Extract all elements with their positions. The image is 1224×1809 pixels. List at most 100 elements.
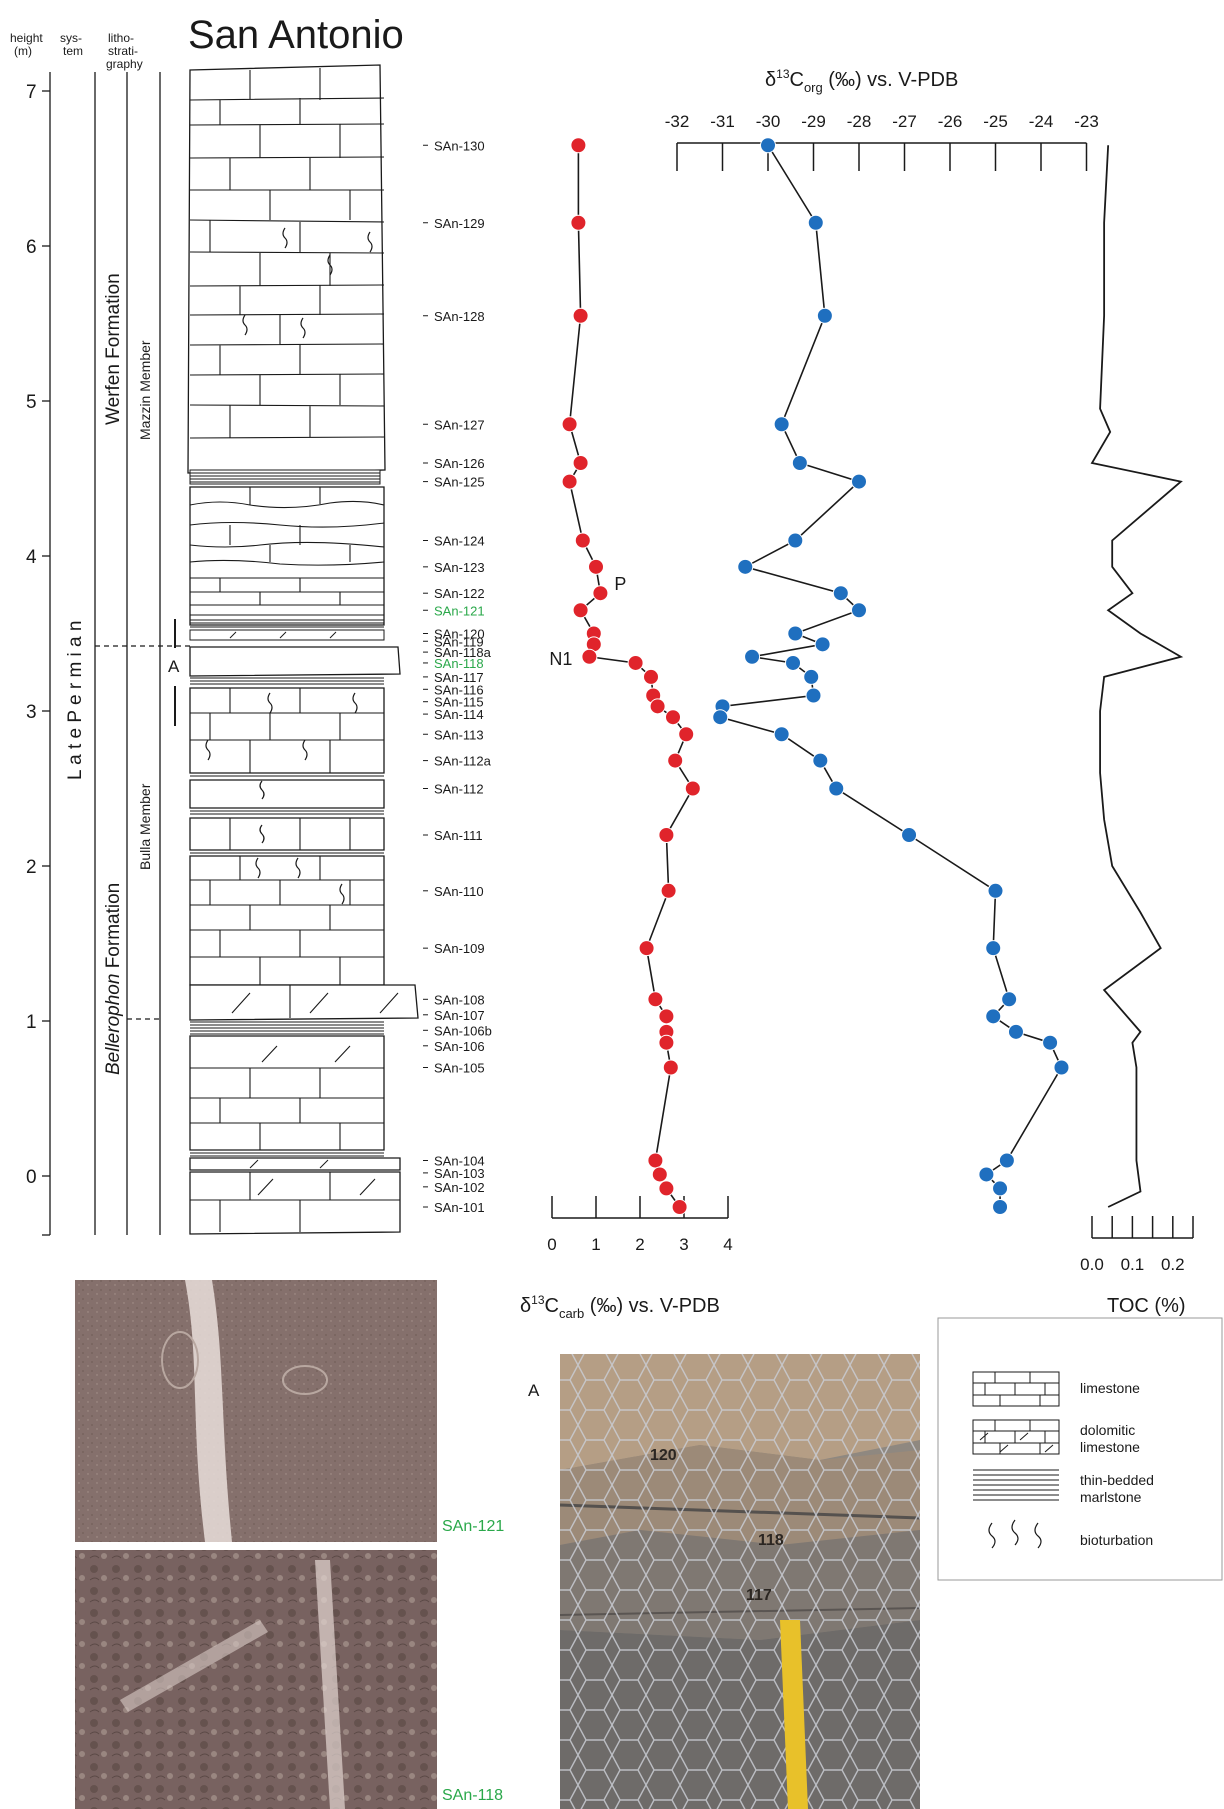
legend-label-limestone: limestone <box>1080 1380 1140 1396</box>
measuring-tape <box>780 1620 808 1809</box>
sample-label: SAn-113 <box>434 727 484 742</box>
carb-point <box>643 668 659 685</box>
toc-axis-title: TOC (%) <box>1107 1295 1186 1317</box>
org-point <box>737 558 754 575</box>
org-point <box>773 726 790 743</box>
carb-axis-title: δ13Ccarb (‰) vs. V-PDB <box>520 1293 720 1321</box>
org-tick-label: -23 <box>1074 112 1099 131</box>
carb-tick-label: 3 <box>679 1235 688 1254</box>
outcrop-bed-117: 117 <box>746 1587 772 1604</box>
sample-label: SAn-108 <box>434 992 485 1007</box>
carb-tick-label: 1 <box>591 1235 600 1254</box>
org-tick-label: -26 <box>938 112 963 131</box>
sample-label: SAn-121 <box>434 603 485 618</box>
header-litho-3: graphy <box>106 57 143 71</box>
bedding-lines-e <box>190 1067 384 1150</box>
dolomite-marks <box>231 985 399 1018</box>
height-tick-label: 3 <box>26 702 37 723</box>
org-series-line <box>719 144 1063 1207</box>
org-tick-label: -24 <box>1029 112 1054 131</box>
carb-point <box>647 991 664 1008</box>
org-tick-label: -25 <box>983 112 1008 131</box>
sample-label: SAn-115 <box>434 695 484 710</box>
limestone-symbol <box>972 1371 1060 1407</box>
legend-label-dolomitic-1: dolomitic <box>1080 1422 1135 1438</box>
dolomite-marks-lower <box>249 1159 329 1169</box>
bioturbation-marks-c <box>259 824 265 844</box>
bioturbation-marks-lower-b <box>259 780 265 800</box>
sample-label: SAn-104 <box>434 1154 485 1169</box>
marlstone-thin-4 <box>190 807 384 815</box>
limestone-bed-c <box>189 817 385 851</box>
limestone-bed-a <box>189 646 401 677</box>
carb-tick-label: 4 <box>723 1235 732 1254</box>
sample-label: SAn-112 <box>434 782 484 797</box>
carb-point <box>665 709 681 726</box>
carb-point <box>649 698 666 715</box>
org-axis-title: δ13Corg (‰) vs. V-PDB <box>765 67 958 95</box>
marlstone-symbol <box>973 1469 1059 1501</box>
org-tick-label: -31 <box>710 112 735 131</box>
org-tick-label: -28 <box>847 112 872 131</box>
org-point <box>901 827 918 843</box>
height-tick-label: 0 <box>26 1167 37 1188</box>
header-litho-1: litho- <box>108 31 134 45</box>
nodular-limestone-bed <box>189 486 385 626</box>
carb-point <box>660 882 677 899</box>
sample-label: SAn-120 <box>434 627 485 642</box>
sample-label: SAn-106b <box>434 1023 492 1038</box>
header-litho-2: strati- <box>108 44 138 58</box>
sample-label: SAn-128 <box>434 309 485 324</box>
carb-annotation: P <box>614 574 626 594</box>
thin-section-label-upper: SAn-121 <box>442 1518 504 1535</box>
sample-label: SAn-129 <box>434 216 485 231</box>
carb-point <box>572 307 589 324</box>
legend-label-dolomitic-2: limestone <box>1080 1439 1140 1455</box>
toc-tick-label: 0.2 <box>1161 1255 1185 1274</box>
toc-tick-label: 0.0 <box>1080 1255 1104 1274</box>
dolomite-marks-f <box>257 1178 376 1196</box>
carb-point <box>561 416 578 433</box>
carb-point <box>638 940 655 957</box>
dolomite-marks-thin <box>229 631 337 639</box>
dolomitic-limestone-symbol <box>972 1419 1060 1455</box>
org-point <box>1001 991 1018 1008</box>
outcrop-photo: 120 118 117 <box>560 1354 920 1809</box>
thin-section-photo-upper <box>75 1280 437 1542</box>
org-chart: -32 -31 -30 -29 -28 -27 -26 -25 -24 -23 <box>665 112 1099 1215</box>
height-tick-label: 7 <box>26 82 37 103</box>
bioturbation-marks-d <box>255 857 345 905</box>
org-point <box>814 636 831 653</box>
legend: limestone dolomitic limestone thin-bedde… <box>937 1317 1223 1581</box>
height-tick-label: 1 <box>26 1012 37 1033</box>
sample-label: SAn-107 <box>434 1008 485 1023</box>
carb-chart: 0 1 2 3 4 P N1 <box>547 137 733 1254</box>
header-system-1: sys- <box>60 31 82 45</box>
carb-point <box>662 1059 679 1076</box>
lithologic-column <box>187 64 419 1235</box>
sample-label: SAn-102 <box>434 1180 485 1195</box>
marlstone-thin <box>190 619 384 631</box>
unit-columns: L a t e P e r m i a n Werfen Formation B… <box>65 72 190 1235</box>
dolomitic-bed <box>189 984 419 1021</box>
carb-point <box>671 1199 688 1215</box>
org-point <box>978 1166 995 1183</box>
carb-point <box>570 137 587 154</box>
height-tick-label: 2 <box>26 857 37 878</box>
org-point <box>787 625 804 642</box>
legend-label-marlstone-1: thin-bedded <box>1080 1472 1154 1488</box>
org-point <box>1007 1023 1024 1040</box>
bedding-lines-c <box>229 818 351 850</box>
formation-lower-label: Bellerophon Formation <box>103 883 124 1075</box>
org-point <box>805 687 822 704</box>
bedding-lines-f <box>190 1172 400 1232</box>
legend-label-marlstone-2: marlstone <box>1080 1489 1142 1505</box>
bedding-lines-d <box>190 856 384 985</box>
legend-box <box>937 1317 1223 1581</box>
bioturbation-symbol <box>988 1519 1042 1549</box>
carb-point <box>667 752 684 769</box>
sample-label: SAn-119 <box>434 634 484 649</box>
sample-label: SAn-123 <box>434 560 485 575</box>
org-point <box>851 473 867 490</box>
sample-label: SAn-109 <box>434 941 485 956</box>
